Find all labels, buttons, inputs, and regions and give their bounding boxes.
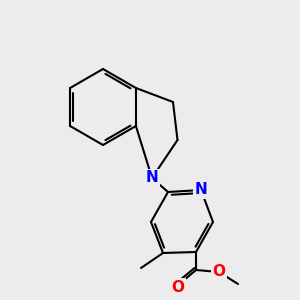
- Text: O: O: [212, 265, 226, 280]
- Text: N: N: [195, 182, 207, 197]
- Text: N: N: [146, 170, 158, 185]
- Text: O: O: [172, 280, 184, 295]
